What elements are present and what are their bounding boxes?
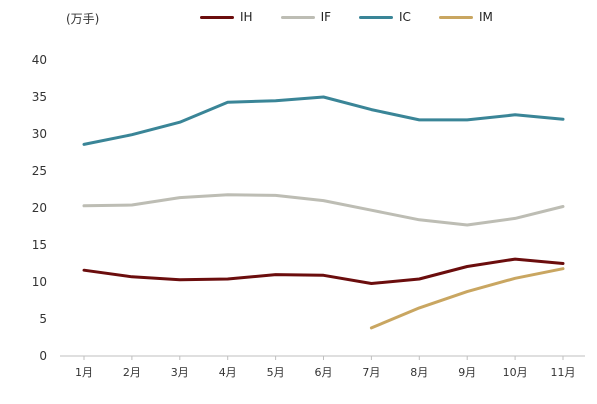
- legend-label: IC: [399, 10, 411, 24]
- x-tick-label: 8月: [410, 366, 428, 379]
- legend-swatch: [280, 15, 315, 19]
- x-tick-label: 4月: [219, 366, 237, 379]
- legend-label: IM: [478, 10, 493, 24]
- x-tick-label: 3月: [171, 366, 189, 379]
- y-tick-label: 5: [39, 312, 47, 326]
- legend-swatch: [200, 15, 234, 19]
- x-tick-label: 10月: [503, 366, 528, 379]
- y-tick-label: 20: [32, 201, 47, 215]
- x-tick-label: 6月: [315, 366, 333, 379]
- y-tick-label: 25: [32, 164, 47, 178]
- x-tick-label: 2月: [123, 366, 141, 379]
- x-tick-label: 11月: [551, 366, 576, 379]
- y-tick-label: 15: [32, 238, 47, 252]
- x-tick-label: 1月: [75, 366, 93, 379]
- x-tick-label: 5月: [267, 366, 285, 379]
- chart-legend: IH IF IC IM: [200, 10, 493, 24]
- series-line-ic: [82, 95, 565, 146]
- legend-item-if: IF: [280, 10, 332, 24]
- legend-label: IH: [240, 10, 253, 24]
- legend-swatch: [438, 15, 473, 19]
- legend-swatch: [359, 15, 394, 19]
- series-line-if: [82, 193, 565, 227]
- y-tick-label: 40: [32, 53, 47, 67]
- legend-label: IF: [320, 10, 332, 24]
- series-line-ih: [82, 257, 565, 285]
- y-tick-label: 30: [32, 127, 47, 141]
- y-tick-label: 10: [32, 275, 47, 289]
- x-tick-label: 7月: [362, 366, 380, 379]
- series-line-im: [369, 267, 565, 330]
- x-tick-label: 9月: [458, 366, 476, 379]
- y-axis-unit-label: (万手): [66, 12, 100, 26]
- legend-item-ih: IH: [200, 10, 253, 24]
- legend-item-ic: IC: [359, 10, 411, 24]
- legend-item-im: IM: [438, 10, 493, 24]
- y-tick-label: 0: [39, 349, 47, 363]
- y-tick-label: 35: [32, 90, 47, 104]
